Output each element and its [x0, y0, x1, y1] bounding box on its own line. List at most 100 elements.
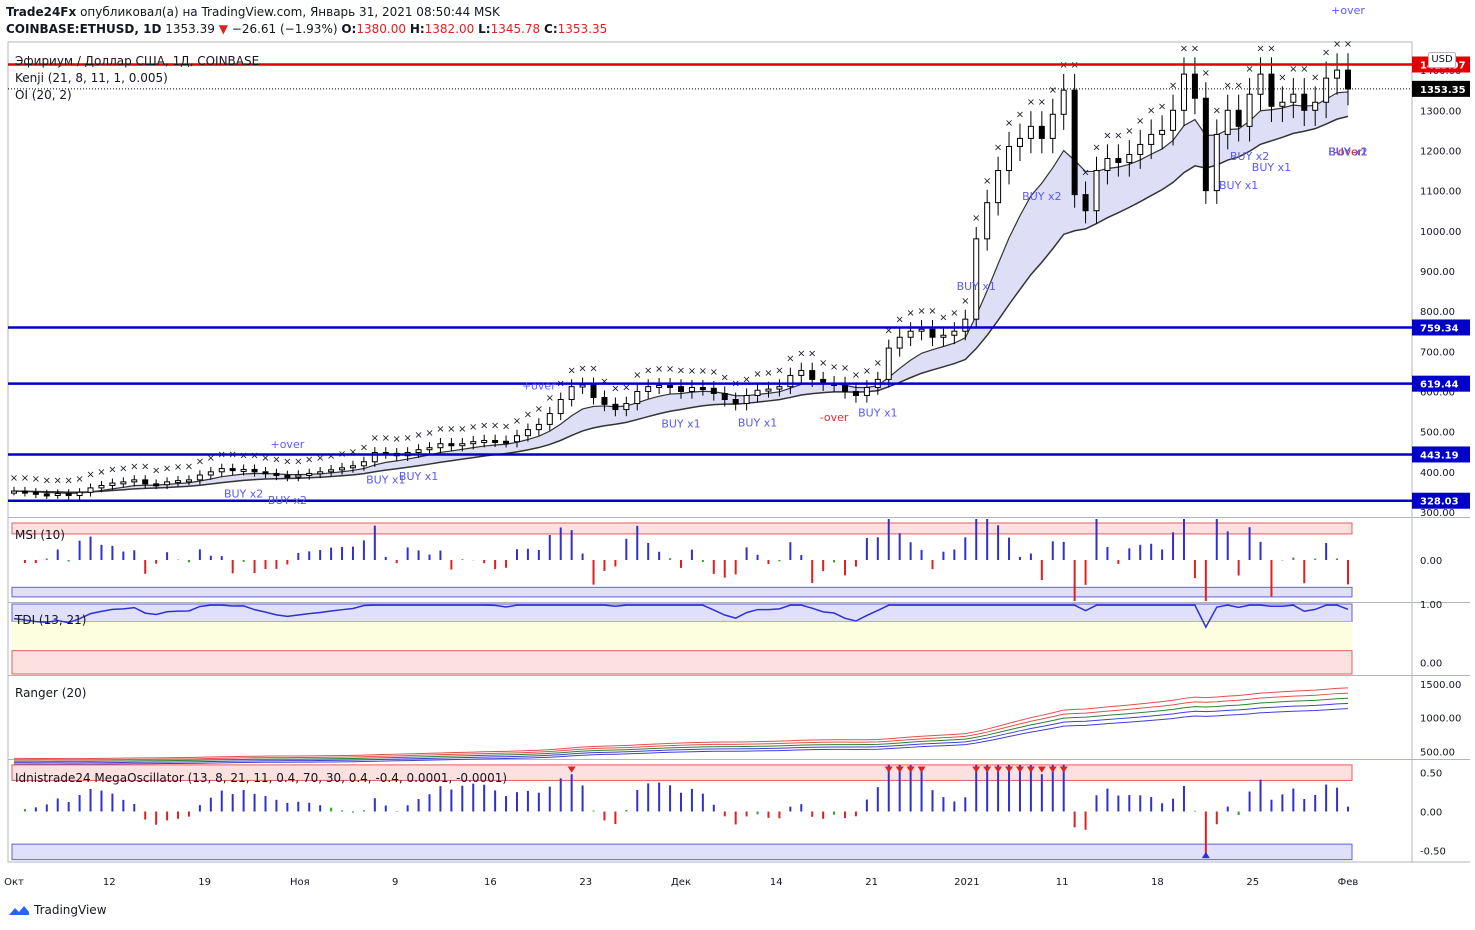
- candle: [295, 470, 302, 482]
- ranger-tick-label: 500.00: [1420, 747, 1455, 758]
- level-tag-label: 619.44: [1420, 380, 1459, 391]
- marker-x: ×: [327, 451, 335, 462]
- candle: [1126, 140, 1133, 177]
- ranger-line: [13, 697, 1349, 762]
- marker-x: ×: [196, 456, 204, 467]
- msi-upper-zone: [11, 522, 1353, 535]
- level-tag-label: 328.03: [1420, 497, 1459, 508]
- ranger-line: [13, 692, 1349, 761]
- candle: [1224, 94, 1231, 150]
- time-tick-label: Окт: [4, 877, 24, 888]
- brand[interactable]: TradingView: [8, 903, 107, 917]
- candle: [251, 464, 258, 477]
- marker-x: ×: [819, 358, 827, 369]
- marker-x: ×: [360, 443, 368, 454]
- time-tick-label: 21: [865, 877, 878, 888]
- marker-x: ×: [1103, 130, 1111, 141]
- open-value: 1380.00: [356, 22, 406, 36]
- marker-x: ×: [797, 349, 805, 360]
- candle: [382, 447, 389, 459]
- tdi-label[interactable]: TDI (13, 21): [15, 613, 87, 627]
- high-value: 1382.00: [424, 22, 475, 36]
- signal-label: BUY x1: [1252, 161, 1291, 174]
- signal-label: BUY x1: [1328, 145, 1367, 158]
- candle: [732, 392, 739, 411]
- marker-x: ×: [1136, 116, 1144, 127]
- tdi-upper-zone: [11, 603, 1353, 622]
- signal-label: +over: [1331, 4, 1365, 17]
- time-tick-label: 14: [770, 877, 783, 888]
- candle: [623, 396, 630, 417]
- marker-x: ×: [972, 213, 980, 224]
- marker-x: ×: [371, 433, 379, 444]
- osc-down-triangle-icon: [1059, 766, 1068, 773]
- time-tick-label: 9: [392, 877, 398, 888]
- tdi-tick-label: 0.00: [1420, 658, 1442, 669]
- candle: [1180, 57, 1187, 126]
- oi-label[interactable]: OI (20, 2): [15, 88, 72, 102]
- ranger-label[interactable]: Ranger (20): [15, 686, 87, 700]
- osc-down-triangle-icon: [906, 766, 915, 773]
- signal-label: BUY x2: [1328, 145, 1367, 158]
- last-price-tag: [1412, 80, 1470, 97]
- publisher[interactable]: Trade24Fx: [6, 5, 77, 19]
- time-tick-label: 16: [484, 877, 497, 888]
- candle: [951, 322, 958, 345]
- candle: [503, 435, 510, 448]
- candle: [185, 475, 192, 486]
- marker-x: ×: [852, 370, 860, 381]
- price-tick-label: 900.00: [1420, 267, 1455, 278]
- candle: [645, 379, 652, 399]
- candle: [371, 447, 378, 467]
- candle: [798, 362, 805, 384]
- price-tick-label: 1100.00: [1420, 187, 1461, 198]
- msi-label[interactable]: MSI (10): [15, 528, 65, 542]
- ranger-line: [13, 702, 1349, 764]
- open-label: O:: [341, 22, 357, 36]
- marker-x: ×: [830, 362, 838, 373]
- candle: [973, 227, 980, 329]
- candle: [360, 456, 367, 471]
- marker-x: ×: [1038, 97, 1046, 108]
- megaosc-label[interactable]: Idnistrade24 MegaOscillator (13, 8, 21, …: [15, 771, 508, 785]
- candle: [328, 464, 335, 477]
- marker-x: ×: [425, 428, 433, 439]
- marker-x: ×: [1005, 118, 1013, 129]
- time-tick-label: 23: [579, 877, 592, 888]
- osc-down-triangle-icon: [1015, 766, 1024, 773]
- currency-badge[interactable]: USD: [1428, 52, 1456, 68]
- candle: [349, 460, 356, 473]
- candle: [612, 397, 619, 417]
- symbol[interactable]: COINBASE:ETHUSD, 1D: [6, 22, 162, 36]
- price-tick-label: 700.00: [1420, 347, 1455, 358]
- candle: [557, 392, 564, 421]
- brand-text: TradingView: [34, 903, 107, 917]
- candle: [1049, 98, 1056, 154]
- marker-x: ×: [1234, 81, 1242, 92]
- osc-down-triangle-icon: [1037, 766, 1046, 773]
- marker-x: ×: [1333, 39, 1341, 50]
- price-tick-label: 500.00: [1420, 428, 1455, 439]
- candle: [1279, 86, 1286, 123]
- marker-x: ×: [1224, 81, 1232, 92]
- signal-label: BUY x2: [224, 488, 263, 501]
- marker-x: ×: [97, 467, 105, 478]
- candle: [32, 488, 39, 499]
- marker-x: ×: [961, 296, 969, 307]
- marker-x: ×: [458, 424, 466, 435]
- candle: [1006, 131, 1013, 185]
- kenji-label[interactable]: Kenji (21, 8, 11, 1, 0.005): [15, 71, 168, 85]
- marker-x: ×: [786, 354, 794, 365]
- marker-x: ×: [436, 424, 444, 435]
- candle: [262, 466, 269, 479]
- candle: [1235, 94, 1242, 142]
- level-tag: [1412, 492, 1470, 509]
- candle: [339, 462, 346, 475]
- level-tag: [1412, 446, 1470, 463]
- candle: [1290, 78, 1297, 119]
- high-label: H:: [409, 22, 425, 36]
- signal-label: BUY x1: [661, 418, 700, 431]
- candle: [579, 377, 586, 395]
- marker-x: ×: [502, 422, 510, 433]
